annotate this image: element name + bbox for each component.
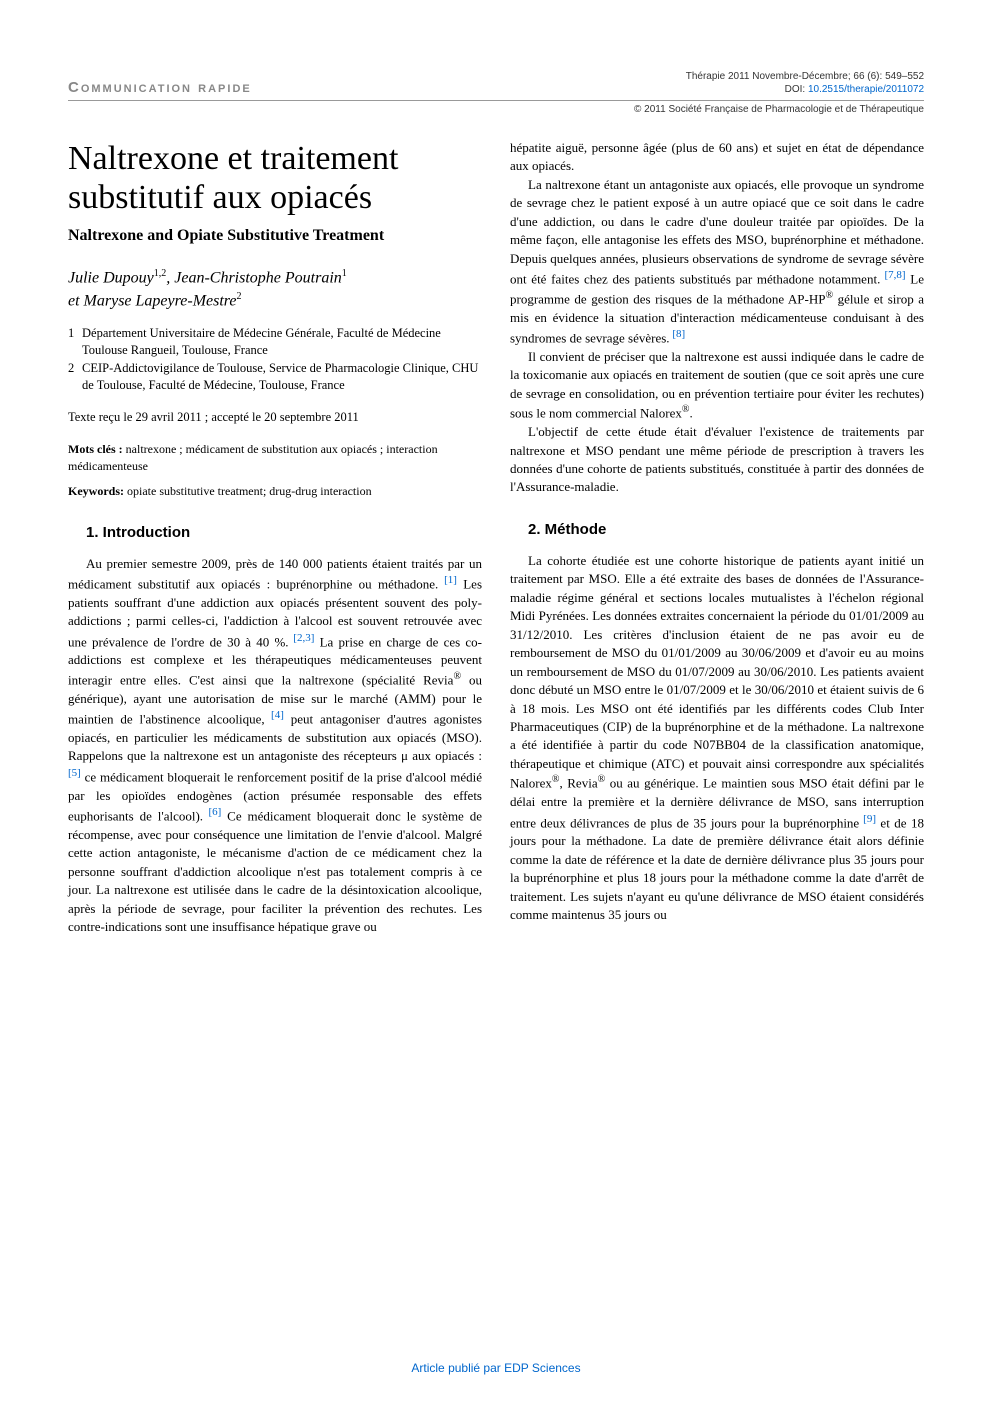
col2-paragraph-2: La naltrexone étant un antagoniste aux o… bbox=[510, 176, 924, 348]
affiliation-2: 2 CEIP-Addictovigilance de Toulouse, Ser… bbox=[68, 360, 482, 394]
cite-7-8[interactable]: [7,8] bbox=[880, 269, 905, 281]
affil-num-1: 1 bbox=[68, 325, 82, 359]
intro-paragraph-1: Au premier semestre 2009, près de 140 00… bbox=[68, 555, 482, 937]
heading-methode: 2. Méthode bbox=[510, 521, 924, 538]
journal-line: Thérapie 2011 Novembre-Décembre; 66 (6):… bbox=[686, 70, 924, 83]
affiliations: 1 Département Universitaire de Médecine … bbox=[68, 325, 482, 395]
cite-2-3[interactable]: [2,3] bbox=[289, 632, 315, 644]
mots-cles-block: Mots clés : naltrexone ; médicament de s… bbox=[68, 441, 482, 475]
affil-num-2: 2 bbox=[68, 360, 82, 394]
copyright: © 2011 Société Française de Pharmacologi… bbox=[68, 104, 924, 115]
keywords-label: Keywords: bbox=[68, 484, 124, 498]
article-subtitle: Naltrexone and Opiate Substitutive Treat… bbox=[68, 227, 482, 245]
journal-info: Thérapie 2011 Novembre-Décembre; 66 (6):… bbox=[686, 70, 924, 96]
right-column: hépatite aiguë, personne âgée (plus de 6… bbox=[510, 139, 924, 937]
author-3: Maryse Lapeyre-Mestre bbox=[84, 292, 237, 309]
doi-line: DOI: 10.2515/therapie/2011072 bbox=[686, 83, 924, 96]
mots-cles: naltrexone ; médicament de substitution … bbox=[68, 442, 438, 473]
left-column: Naltrexone et traitement substitutif aux… bbox=[68, 139, 482, 937]
methode-paragraph-1: La cohorte étudiée est une cohorte histo… bbox=[510, 552, 924, 925]
cite-9[interactable]: [9] bbox=[859, 813, 876, 825]
affil-text-2: CEIP-Addictovigilance de Toulouse, Servi… bbox=[82, 360, 482, 394]
cite-4[interactable]: [4] bbox=[265, 709, 284, 721]
section-label: Communication rapide bbox=[68, 79, 252, 96]
reg-icon: ® bbox=[453, 671, 461, 682]
authors-conj: et bbox=[68, 292, 84, 309]
two-column-layout: Naltrexone et traitement substitutif aux… bbox=[68, 139, 924, 937]
mots-cles-label: Mots clés : bbox=[68, 442, 123, 456]
author-1-affil: 1,2 bbox=[154, 268, 167, 279]
heading-introduction: 1. Introduction bbox=[68, 524, 482, 541]
affiliation-1: 1 Département Universitaire de Médecine … bbox=[68, 325, 482, 359]
keywords-block: Keywords: opiate substitutive treatment;… bbox=[68, 483, 482, 500]
cite-6[interactable]: [6] bbox=[203, 806, 221, 818]
affil-text-1: Département Universitaire de Médecine Gé… bbox=[82, 325, 482, 359]
reg-icon: ® bbox=[598, 774, 606, 785]
doi-link[interactable]: 10.2515/therapie/2011072 bbox=[808, 84, 924, 95]
reg-icon: ® bbox=[825, 290, 833, 301]
dates: Texte reçu le 29 avril 2011 ; accepté le… bbox=[68, 410, 482, 425]
cite-1[interactable]: [1] bbox=[438, 574, 457, 586]
publisher-link[interactable]: Article publié par EDP Sciences bbox=[411, 1361, 580, 1375]
doi-label: DOI: bbox=[785, 84, 806, 95]
author-1: Julie Dupouy bbox=[68, 270, 154, 287]
reg-icon: ® bbox=[682, 404, 690, 415]
reg-icon: ® bbox=[552, 774, 560, 785]
article-title: Naltrexone et traitement substitutif aux… bbox=[68, 139, 482, 217]
col2-paragraph-1: hépatite aiguë, personne âgée (plus de 6… bbox=[510, 139, 924, 176]
author-2: Jean-Christophe Poutrain bbox=[174, 270, 342, 287]
cite-5[interactable]: [5] bbox=[68, 767, 81, 779]
cite-8[interactable]: [8] bbox=[670, 328, 686, 340]
author-3-affil: 2 bbox=[237, 291, 242, 302]
authors: Julie Dupouy1,2, Jean-Christophe Poutrai… bbox=[68, 267, 482, 312]
footer-link: Article publié par EDP Sciences bbox=[0, 1361, 992, 1375]
col2-paragraph-3: Il convient de préciser que la naltrexon… bbox=[510, 348, 924, 423]
col2-paragraph-4: L'objectif de cette étude était d'évalue… bbox=[510, 423, 924, 497]
page-header: Communication rapide Thérapie 2011 Novem… bbox=[68, 70, 924, 101]
author-2-affil: 1 bbox=[342, 268, 347, 279]
keywords: opiate substitutive treatment; drug-drug… bbox=[127, 484, 372, 498]
